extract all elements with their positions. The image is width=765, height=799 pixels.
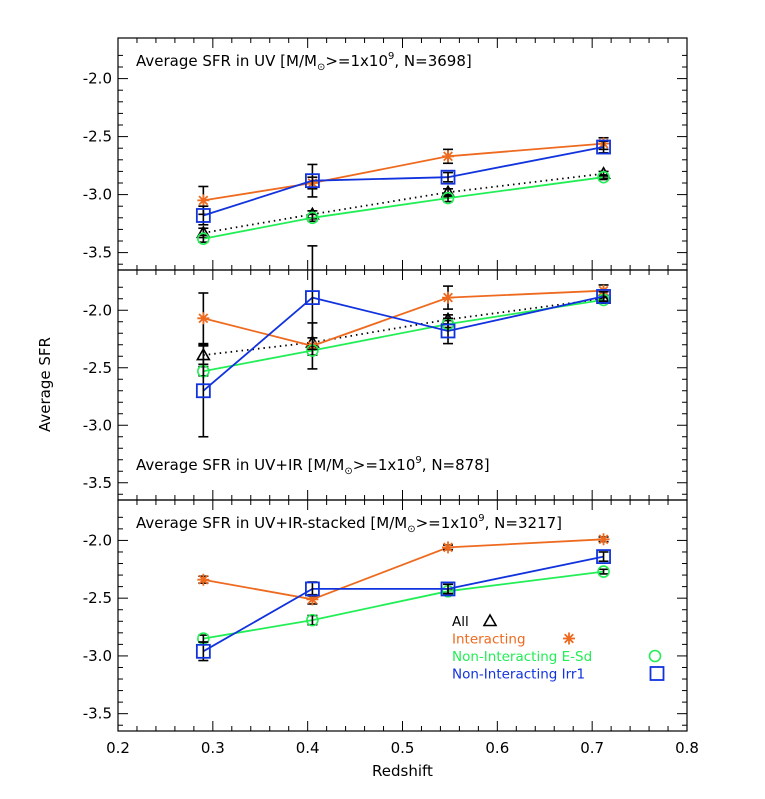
data-point-non_interacting_irr1 bbox=[195, 208, 211, 223]
series-all bbox=[195, 291, 611, 366]
series-line-non_interacting_irr1 bbox=[202, 295, 604, 392]
data-point-interacting bbox=[197, 573, 210, 586]
data-point-non_interacting_irr1 bbox=[596, 289, 611, 304]
x-tick-label: 0.4 bbox=[296, 739, 320, 757]
series-line-non_interacting_irr1 bbox=[203, 146, 604, 217]
panel-1: -2.0 -2.5 -3.0 -3.5 Average SFR in UV [M/M⊙>… bbox=[83, 37, 688, 271]
data-point-non_interacting_irr1 bbox=[596, 139, 611, 155]
y-tick-label: -3.5 bbox=[83, 705, 112, 723]
series-interacting bbox=[197, 284, 610, 370]
y-tick-label: -2.0 bbox=[83, 70, 112, 88]
legend-marker-non_interacting_irr1 bbox=[649, 666, 665, 681]
y-tick-label: -2.0 bbox=[83, 531, 112, 549]
y-tick-label: -3.0 bbox=[83, 416, 112, 434]
data-point-interacting bbox=[442, 150, 455, 163]
data-point-non_interacting_esd bbox=[597, 170, 610, 184]
series-line-interacting bbox=[203, 142, 604, 202]
panel-2: -2.0 -2.5 -3.0 -3.5 Average SFR in UV+IR [M/… bbox=[83, 245, 688, 501]
panel-frame bbox=[117, 499, 688, 732]
data-point-non_interacting_irr1 bbox=[305, 581, 320, 597]
series-line-non_interacting_esd bbox=[203, 176, 604, 240]
data-point-non_interacting_esd bbox=[597, 565, 610, 578]
legend-marker-interacting bbox=[563, 632, 575, 645]
legend-label-non_interacting_esd: Non-Interacting E-Sd bbox=[452, 649, 592, 665]
series-interacting bbox=[197, 533, 610, 606]
data-point-interacting bbox=[197, 194, 210, 207]
data-point-non_interacting_esd bbox=[306, 613, 319, 627]
series-non_interacting_esd bbox=[197, 565, 610, 645]
legend-label-all: All bbox=[452, 614, 469, 630]
data-point-non_interacting_irr1 bbox=[440, 581, 456, 597]
x-tick-label: 0.5 bbox=[391, 739, 415, 757]
x-tick-label: 0.8 bbox=[675, 739, 699, 757]
panels-group: -2.0 -2.5 -3.0 -3.5 Average SFR in UV [M/M⊙>… bbox=[83, 37, 688, 732]
panel-title: Average SFR in UV+IR [M/M⊙>=1x109, N=878… bbox=[136, 455, 490, 477]
axis-labels-group: Redshift Average SFR bbox=[36, 337, 433, 780]
y-tick-label: -2.5 bbox=[83, 589, 112, 607]
data-point-interacting bbox=[597, 533, 610, 546]
y-tick-label: -2.0 bbox=[83, 301, 112, 319]
data-point-interacting bbox=[442, 541, 455, 554]
series-line-all bbox=[203, 172, 604, 234]
data-point-interacting bbox=[197, 312, 210, 325]
series-non_interacting_irr1 bbox=[195, 245, 611, 438]
data-point-non_interacting_irr1 bbox=[440, 169, 456, 185]
series-non_interacting_esd bbox=[197, 170, 610, 245]
x-tick-label: 0.3 bbox=[201, 739, 225, 757]
series-non_interacting_irr1 bbox=[195, 549, 611, 662]
legend-label-interacting: Interacting bbox=[452, 632, 526, 648]
data-point-non_interacting_irr1 bbox=[596, 549, 611, 564]
data-point-non_interacting_irr1 bbox=[195, 643, 211, 659]
y-axis-title: Average SFR bbox=[36, 337, 54, 432]
series-line-all bbox=[203, 297, 604, 356]
data-point-interacting bbox=[442, 291, 455, 304]
data-point-non_interacting_irr1 bbox=[305, 290, 320, 306]
legend-label-non_interacting_irr1: Non-Interacting Irr1 bbox=[452, 667, 585, 683]
series-interacting bbox=[197, 136, 610, 216]
data-point-interacting bbox=[306, 593, 319, 606]
y-tick-label: -3.5 bbox=[83, 474, 112, 492]
data-point-non_interacting_irr1 bbox=[305, 173, 320, 189]
panel-title: Average SFR in UV+IR-stacked [M/M⊙>=1x10… bbox=[136, 513, 562, 535]
panel-title: Average SFR in UV [M/M⊙>=1x109, N=3698] bbox=[136, 51, 472, 73]
series-line-interacting bbox=[203, 289, 604, 347]
series-line-interacting bbox=[203, 538, 604, 601]
x-tick-labels: 0.2 0.3 0.4 0.5 0.6 0.7 0.8 bbox=[106, 739, 699, 757]
x-tick-label: 0.2 bbox=[106, 739, 130, 757]
y-tick-label: -3.5 bbox=[83, 244, 112, 262]
data-point-non_interacting_irr1 bbox=[195, 383, 211, 399]
x-axis-title: Redshift bbox=[372, 762, 433, 780]
data-point-non_interacting_irr1 bbox=[440, 323, 456, 339]
series-non_interacting_irr1 bbox=[195, 139, 611, 226]
data-point-non_interacting_esd bbox=[441, 191, 455, 205]
data-point-non_interacting_esd bbox=[197, 232, 210, 245]
panel-3: -2.0 -2.5 -3.0 -3.5 Average SFR in UV+IR-sta… bbox=[83, 499, 688, 732]
y-tick-label: -2.5 bbox=[83, 128, 112, 146]
data-point-non_interacting_esd bbox=[306, 211, 319, 225]
y-tick-label: -3.0 bbox=[83, 186, 112, 204]
series-line-non_interacting_irr1 bbox=[202, 555, 604, 653]
y-tick-label: -3.0 bbox=[83, 647, 112, 665]
x-tick-label: 0.6 bbox=[485, 739, 509, 757]
series-line-non_interacting_esd bbox=[203, 570, 604, 640]
legend-marker-non_interacting_esd bbox=[648, 649, 662, 663]
legend-marker-all bbox=[482, 613, 498, 627]
y-tick-label: -2.5 bbox=[83, 359, 112, 377]
series-line-non_interacting_esd bbox=[203, 299, 604, 373]
x-tick-label: 0.7 bbox=[580, 739, 604, 757]
